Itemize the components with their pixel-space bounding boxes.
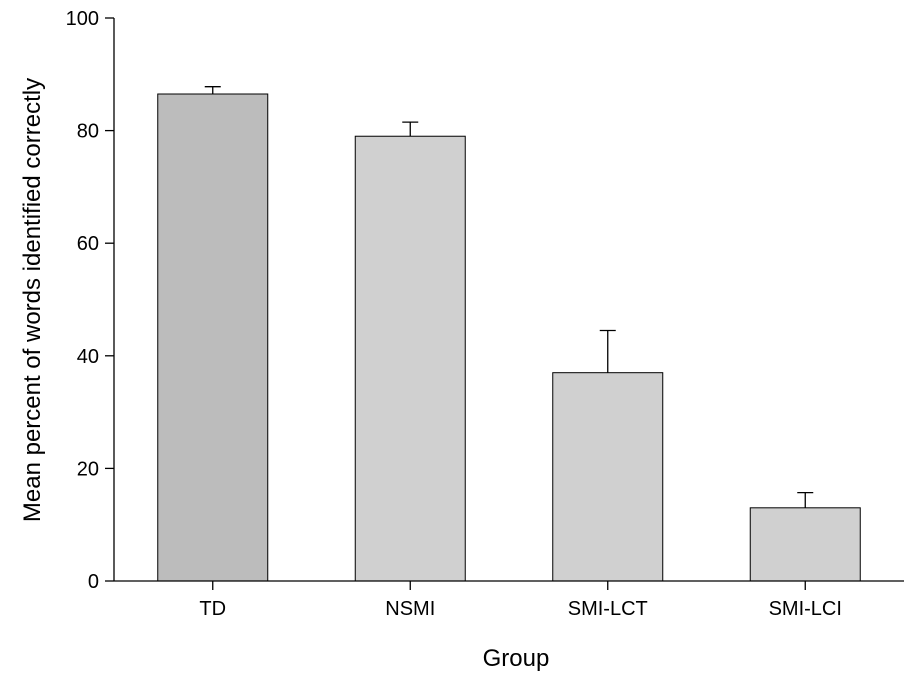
y-axis-label: Mean percent of words identified correct… [19,78,46,522]
axes-group [113,18,904,582]
x-tick-label: TD [199,598,226,620]
y-tick-label: 80 [77,121,99,143]
x-tick-label: SMI-LCI [769,598,842,620]
error-bars-group [204,86,814,508]
bar-td [157,93,269,582]
y-ticks-group: 0 20 40 60 80 100 [66,8,114,593]
y-tick-label: 20 [77,458,99,480]
y-tick-label: 0 [88,571,99,593]
x-tick-label: NSMI [385,598,435,620]
bar-nsmi [354,135,466,582]
y-tick-label: 40 [77,346,99,368]
y-tick-label: 100 [66,8,99,30]
x-tick-label: SMI-LCT [568,598,648,620]
x-ticks-group: TD NSMI SMI-LCT SMI-LCI [199,581,842,620]
y-tick-label: 60 [77,233,99,255]
x-axis-label: Group [483,645,550,672]
bars-group [157,93,861,582]
bar-smi-lci [749,507,861,582]
bar-smi-lct [552,372,664,582]
